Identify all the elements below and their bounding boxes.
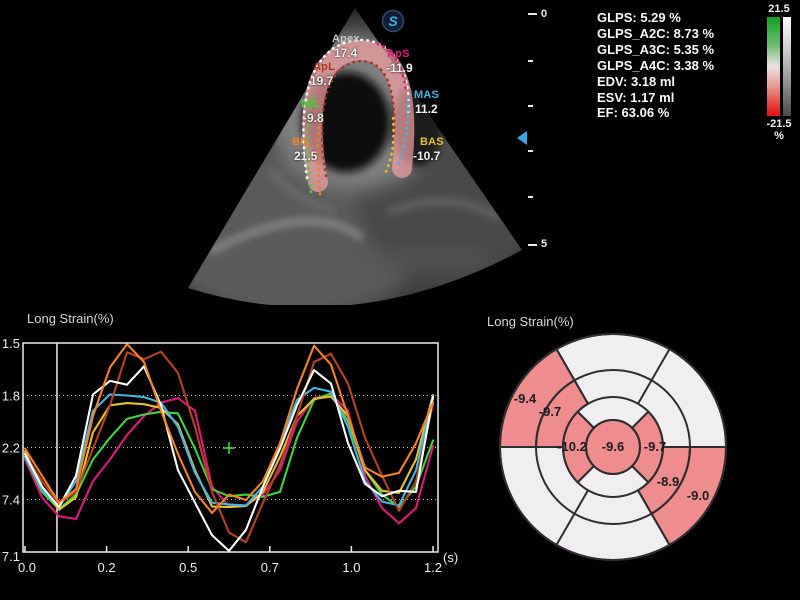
measurement-glps-a3c: GLPS_A3C: 5.35 % bbox=[597, 41, 715, 57]
vendor-logo: S bbox=[381, 9, 405, 33]
measurement-ef: EF: 63.06 % bbox=[597, 105, 670, 121]
mas-contour-dots bbox=[396, 96, 410, 168]
x-axis-ticks bbox=[24, 546, 434, 552]
bullseye-value-apex-center: -9.6 bbox=[602, 439, 624, 454]
strain-chart-title: Long Strain(%) bbox=[27, 311, 114, 326]
bullseye-title: Long Strain(%) bbox=[487, 314, 574, 329]
segment-value-mil: -9.8 bbox=[303, 111, 324, 125]
bullseye-grid bbox=[499, 333, 727, 561]
roi-cross-marker[interactable] bbox=[223, 442, 235, 455]
segment-contour-dots bbox=[302, 38, 410, 196]
echo-sector-image: S bbox=[188, 8, 522, 308]
strain-curve-BAS bbox=[23, 393, 435, 511]
measurement-glps-a4c: GLPS_A4C: 3.38 % bbox=[597, 57, 715, 73]
strain-time-chart: 1.5 1.8 2.2 7.4 7.1 0.0 0.2 0.5 0.7 1.0 … bbox=[2, 336, 458, 575]
segment-label-bas: BAS bbox=[420, 136, 444, 148]
segment-label-mas: MAS bbox=[414, 89, 440, 101]
strain-curve-ApL bbox=[23, 350, 435, 544]
bullseye-value-apical-right: -9.7 bbox=[644, 439, 666, 454]
color-scale-max: 21.5 bbox=[768, 3, 790, 15]
strain-curves bbox=[23, 343, 435, 552]
segment-value-bil: 21.5 bbox=[294, 149, 318, 163]
segment-label-aps: ApS bbox=[387, 48, 410, 60]
segment-value-mas: 11.2 bbox=[415, 102, 438, 116]
measurement-glps: GLPS: 5.29 % bbox=[597, 10, 681, 25]
mil-contour-dots bbox=[306, 94, 316, 194]
x-tick-label-3: 0.7 bbox=[261, 560, 279, 575]
bullseye-value-mid-upper-left: -9.7 bbox=[539, 404, 561, 419]
x-tick-label-1: 0.2 bbox=[98, 560, 116, 575]
segment-value-apex: 17.4 bbox=[334, 46, 358, 60]
measurement-glps-a2c: GLPS_A2C: 8.73 % bbox=[597, 25, 715, 41]
segment-value-bas: -10.7 bbox=[413, 149, 441, 163]
color-scale-unit: % bbox=[774, 130, 784, 142]
bullseye-value-basal-lower-right: -9.0 bbox=[687, 488, 709, 503]
strain-curve-Apex bbox=[23, 365, 435, 552]
y-tick-label-4: 7.1 bbox=[2, 549, 20, 564]
chart-plot-border bbox=[22, 342, 439, 553]
segment-value-apl: 19.7 bbox=[310, 74, 334, 88]
x-axis-unit: (s) bbox=[443, 550, 458, 565]
ruler-tick-0 bbox=[528, 13, 537, 15]
bil-contour-dots bbox=[316, 112, 324, 196]
y-tick-label-0: 1.5 bbox=[2, 336, 20, 351]
x-tick-label-0: 0.0 bbox=[18, 560, 36, 575]
x-tick-label-2: 0.5 bbox=[179, 560, 197, 575]
segment-value-aps: -11.9 bbox=[386, 61, 413, 75]
measurement-panel: GLPS: 5.29 % GLPS_A2C: 8.73 % GLPS_A3C: … bbox=[597, 10, 714, 121]
focus-position-marker[interactable] bbox=[517, 131, 527, 145]
strain-color-overlay bbox=[302, 39, 415, 192]
x-tick-label-5: 1.2 bbox=[424, 560, 442, 575]
segment-label-mil: MIL bbox=[301, 98, 321, 110]
measurement-esv: ESV: 1.17 ml bbox=[597, 89, 675, 105]
echo-image-area: S Apex 17.4 ApL 19.7 MIL -9.8 BIL 21.5 A… bbox=[150, 0, 540, 308]
ruler-depth-bottom: 5 bbox=[541, 238, 548, 250]
chart-marker-layer bbox=[223, 442, 235, 455]
ruler-depth-top: 0 bbox=[541, 8, 548, 20]
y-tick-label-3: 7.4 bbox=[2, 493, 20, 508]
bullseye-value-apical-left: -10.2 bbox=[557, 439, 587, 454]
bullseye-value-basal-upper-left: -9.4 bbox=[514, 391, 537, 406]
y-tick-label-1: 1.8 bbox=[2, 389, 20, 404]
bas-contour-dots bbox=[382, 116, 395, 178]
segment-label-bil: BIL bbox=[292, 136, 311, 148]
vendor-logo-circle bbox=[381, 9, 405, 33]
ruler-tick-5 bbox=[528, 244, 537, 246]
y-tick-label-2: 2.2 bbox=[2, 441, 20, 456]
segment-label-apex: Apex bbox=[332, 33, 360, 45]
color-scale-gray-bar bbox=[783, 17, 791, 116]
bullseye-map: -9.4 -9.7 -10.2 -9.6 -9.7 -8.9 -9.0 bbox=[498, 333, 728, 561]
color-scale-bars bbox=[760, 17, 798, 116]
ruler-tick-4 bbox=[528, 196, 533, 198]
strain-color-scale: 21.5 -21.5 % bbox=[760, 3, 798, 142]
measurement-edv: EDV: 3.18 ml bbox=[597, 73, 676, 89]
aps-contour-dots bbox=[376, 42, 408, 94]
bullseye-value-mid-lower-right: -8.9 bbox=[657, 474, 679, 489]
x-tick-label-4: 1.0 bbox=[342, 560, 360, 575]
segment-label-apl: ApL bbox=[313, 61, 335, 73]
vendor-logo-letter: S bbox=[388, 13, 398, 29]
color-scale-min: -21.5 bbox=[766, 118, 792, 130]
apl-contour-dots bbox=[320, 59, 396, 178]
ruler-tick-2 bbox=[528, 105, 533, 107]
ruler-tick-1 bbox=[528, 60, 533, 62]
strain-curve-BIL bbox=[23, 343, 435, 515]
color-scale-gradient-bar bbox=[767, 17, 780, 116]
ruler-tick-3 bbox=[528, 150, 533, 152]
